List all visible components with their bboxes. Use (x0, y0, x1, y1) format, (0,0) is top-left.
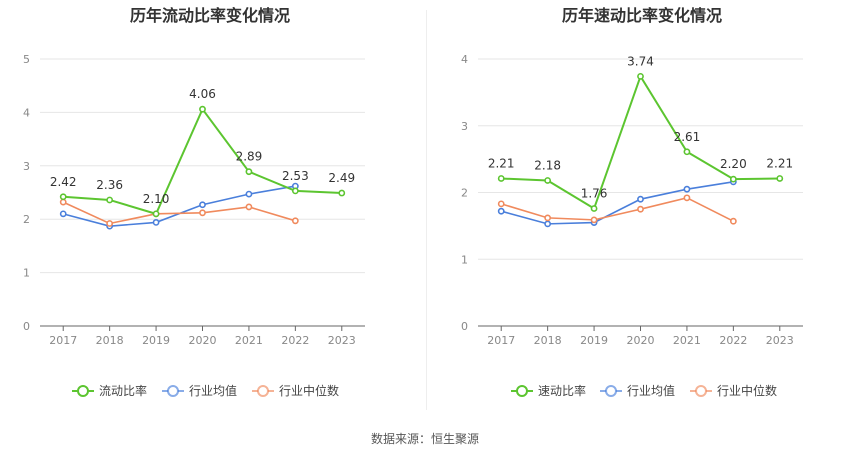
data-source-footer: 数据来源：恒生聚源 (370, 432, 479, 446)
legend-marker (695, 385, 707, 397)
series-line (500, 196, 734, 222)
legend-marker (516, 385, 528, 397)
data-point (106, 196, 114, 204)
data-label: 2.21 (488, 156, 515, 170)
legend-marker (167, 385, 179, 397)
data-label: 2.10 (143, 192, 170, 206)
y-tick-label: 4 (461, 53, 468, 66)
y-tick-label: 4 (23, 106, 30, 119)
data-point (497, 207, 505, 215)
data-point (729, 175, 737, 183)
series-line (501, 181, 734, 225)
series-line (63, 107, 342, 216)
data-point (637, 195, 644, 203)
legend-label: 行业均值 (189, 383, 237, 398)
data-label: 1.76 (581, 187, 608, 201)
data-label: 2.42 (50, 175, 77, 189)
data-label: 3.74 (627, 54, 654, 68)
data-label: 4.06 (189, 87, 216, 101)
data-point (199, 105, 206, 113)
series-line (501, 74, 780, 211)
data-label: 2.21 (766, 156, 793, 170)
data-point (199, 201, 206, 209)
data-point (544, 177, 552, 184)
data-point (106, 220, 114, 227)
legend-label: 速动比率 (538, 383, 586, 398)
legend-marker (257, 385, 269, 397)
chart-divider (426, 10, 427, 410)
data-label: 2.36 (96, 178, 123, 192)
y-tick-label: 5 (23, 53, 30, 66)
data-label: 2.49 (328, 171, 355, 185)
x-tick-label: 2021 (673, 334, 701, 347)
current-ratio-chart: 0 1 2 3 4 5 2017 2018 2019 2020 2021 2022 2023 2.42 2.… (23, 53, 365, 398)
x-tick-label: 2023 (766, 334, 794, 347)
data-point (637, 72, 644, 80)
data-point (152, 219, 160, 226)
legend-marker (77, 385, 89, 397)
data-point (497, 200, 505, 208)
y-tick-label: 1 (23, 267, 30, 280)
data-label: 2.61 (674, 130, 701, 144)
x-tick-label: 2019 (580, 334, 608, 347)
x-tick-label: 2019 (142, 334, 170, 347)
y-tick-label: 0 (23, 320, 30, 333)
data-label: 2.53 (282, 169, 309, 183)
data-point (291, 187, 299, 195)
data-point (544, 214, 552, 222)
legend-label: 行业均值 (627, 383, 675, 398)
data-point (291, 217, 299, 225)
chart-title-current-ratio: 历年流动比率变化情况 (129, 6, 290, 25)
data-point (199, 209, 206, 217)
x-tick-label: 2022 (281, 334, 309, 347)
y-tick-label: 3 (23, 160, 30, 173)
data-point (544, 220, 552, 228)
data-point (776, 175, 784, 182)
data-point (338, 189, 346, 197)
data-point (59, 210, 67, 218)
data-point (637, 205, 644, 213)
series-line (63, 185, 296, 227)
data-point (729, 217, 737, 225)
x-tick-label: 2017 (49, 334, 77, 347)
legend-label: 行业中位数 (279, 383, 339, 398)
y-tick-label: 2 (23, 213, 30, 226)
data-point (152, 210, 160, 218)
data-label: 2.18 (534, 158, 561, 172)
data-point (245, 190, 253, 198)
x-tick-label: 2020 (189, 334, 217, 347)
data-point (683, 185, 691, 193)
data-point (683, 194, 691, 202)
x-tick-label: 2021 (235, 334, 263, 347)
x-tick-label: 2017 (487, 334, 515, 347)
y-tick-label: 3 (461, 120, 468, 133)
data-point (245, 203, 253, 211)
series-line (62, 201, 296, 225)
legend-marker (605, 385, 617, 397)
y-tick-label: 1 (461, 253, 468, 266)
data-label: 2.20 (720, 157, 747, 171)
data-point (497, 175, 505, 182)
data-point (59, 198, 67, 206)
y-tick-label: 0 (461, 320, 468, 333)
x-tick-label: 2020 (627, 334, 655, 347)
data-point (59, 193, 67, 201)
x-tick-label: 2022 (719, 334, 747, 347)
chart-title-quick-ratio: 历年速动比率变化情况 (561, 6, 722, 25)
quick-ratio-chart: 0 1 2 3 4 2017 2018 2019 2020 2021 2022 2023 2.21 2.1… (461, 53, 803, 398)
legend-label: 流动比率 (99, 383, 147, 398)
y-tick-label: 2 (461, 187, 468, 200)
data-label: 2.89 (236, 150, 263, 164)
data-point (590, 216, 598, 224)
legend-label: 行业中位数 (717, 383, 777, 398)
x-tick-label: 2023 (328, 334, 356, 347)
data-point (590, 205, 598, 212)
data-point (245, 168, 253, 176)
data-point (683, 148, 691, 156)
x-tick-label: 2018 (534, 334, 562, 347)
x-tick-label: 2018 (96, 334, 124, 347)
